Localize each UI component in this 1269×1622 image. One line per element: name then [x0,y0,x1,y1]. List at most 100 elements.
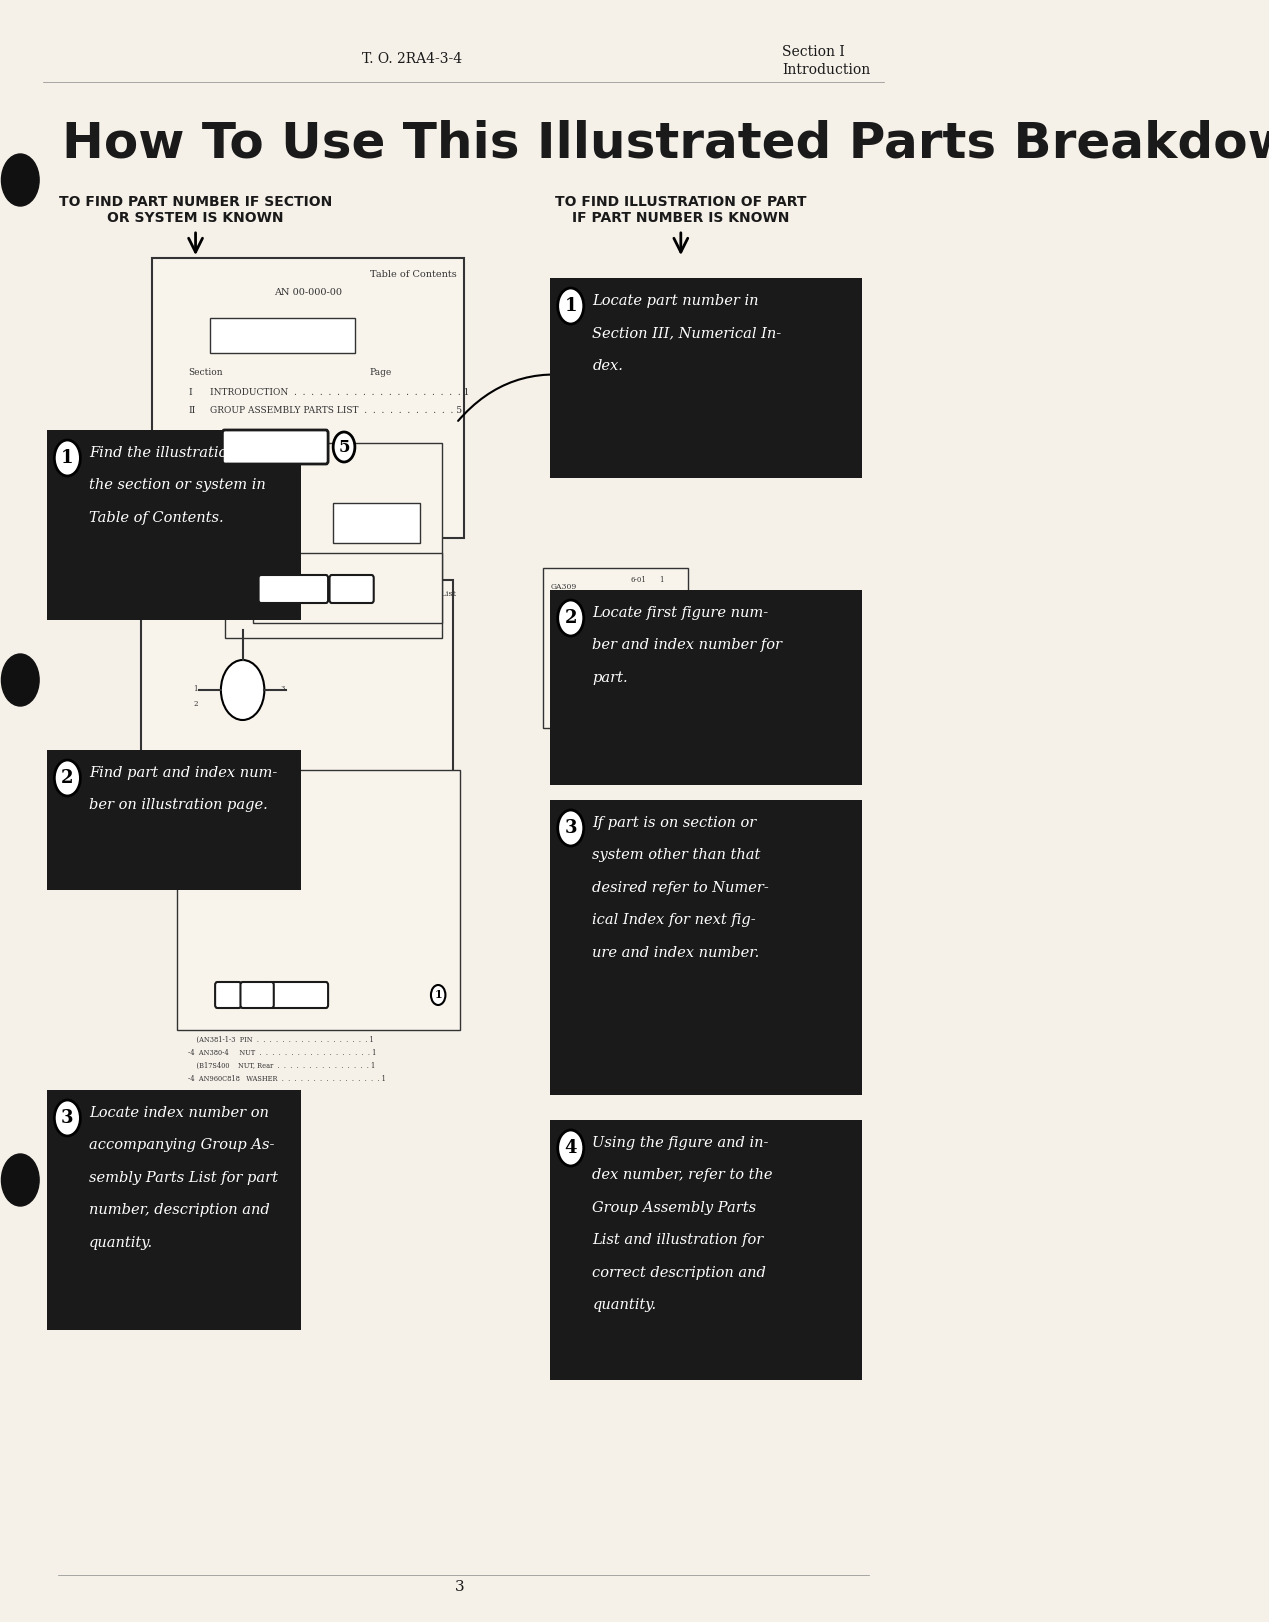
FancyBboxPatch shape [551,590,862,785]
Text: 1: 1 [659,590,664,599]
Text: GA311: GA311 [551,602,576,608]
Circle shape [55,761,80,796]
Circle shape [1,1153,39,1207]
Circle shape [557,1131,584,1166]
Text: -1  8408504    PUMP AND GEAR ASSEMBLY, Lubric.: -1 8408504 PUMP AND GEAR ASSEMBLY, Lubri… [188,892,367,900]
Text: INDEX: INDEX [340,561,362,566]
Text: -5: -5 [222,989,235,1001]
FancyBboxPatch shape [216,981,241,1007]
Text: 1: 1 [659,702,664,710]
Text: 4: 4 [565,1139,577,1156]
Text: 1: 1 [565,297,577,315]
FancyBboxPatch shape [330,576,374,603]
Text: TO FIND ILLUSTRATION OF PART
IF PART NUMBER IS KNOWN: TO FIND ILLUSTRATION OF PART IF PART NUM… [555,195,807,225]
Text: GA310: GA310 [551,620,576,628]
Text: 6-40: 6-40 [631,688,646,696]
Circle shape [55,440,80,475]
FancyBboxPatch shape [222,430,329,464]
Text: TO FIND PART NUMBER IF SECTION
OR SYSTEM IS KNOWN: TO FIND PART NUMBER IF SECTION OR SYSTEM… [58,195,332,225]
FancyBboxPatch shape [47,430,301,620]
Text: NUMERICAL INDEX: NUMERICAL INDEX [235,548,316,556]
FancyBboxPatch shape [152,258,463,539]
Text: 6-02: 6-02 [631,590,646,599]
Text: AN 00-000-00: AN 00-000-00 [348,483,402,491]
Text: TABLE OF CONTENTS: TABLE OF CONTENTS [221,329,344,341]
Text: Rotor, Ma: Rotor, Ma [235,509,273,517]
Text: Locate index number on

accompanying Group As-

sembly Parts List for part

numb: Locate index number on accompanying Grou… [89,1106,278,1249]
Text: 2: 2 [193,701,198,707]
Text: Page: Page [369,368,392,376]
Text: Numerical Index: Numerical Index [289,483,354,491]
Text: Compressor: Compressor [235,456,282,462]
Text: II: II [188,406,195,415]
FancyBboxPatch shape [254,553,442,623]
Text: 1: 1 [659,618,664,626]
Text: Pump Cas.: Pump Cas. [235,470,277,478]
Text: Introduction: Introduction [782,63,871,76]
Text: -4  AN380-4     NUT  .  .  .  .  .  .  .  .  .  .  .  .  .  .  .  .  .  . 1: -4 AN380-4 NUT . . . . . . . . . . . . .… [188,1049,377,1058]
Text: (ATTACHING PARTS): (ATTACHING PARTS) [188,920,294,928]
Text: 6-41: 6-41 [631,702,646,710]
Text: Pump and: Pump and [235,483,274,491]
Text: If part is on section or

system other than that

desired refer to Numer-

ical : If part is on section or system other th… [593,816,769,960]
Text: -T  AN830C1-3   PIN  .  .  .  .  .  .  .  .  .  .  .  .  .  .  .  .  .  . 1: -T AN830C1-3 PIN . . . . . . . . . . . .… [188,1023,378,1032]
FancyBboxPatch shape [47,1090,301,1330]
Text: 1: 1 [659,688,664,696]
Text: FIGURE AND
INDEX
NO.: FIGURE AND INDEX NO. [188,817,236,839]
Text: NOMEN.: NOMEN. [377,561,405,566]
Text: (ATTACHING PARTS): (ATTACHING PARTS) [188,1011,294,1019]
Text: GROUP ASSEMBLY PARTS LIST  .  .  .  .  .  .  .  .  .  .  . 5: GROUP ASSEMBLY PARTS LIST . . . . . . . … [211,406,462,415]
Text: PUMP AND BEARING CASING ASSEMBL.: PUMP AND BEARING CASING ASSEMBL. [188,850,331,858]
Text: -8  AN78-21    BOLT (Used with 1807 pump): -8 AN78-21 BOLT (Used with 1807 pump) [188,947,338,955]
Text: 2: 2 [565,608,577,628]
Text: 8404140    CASING ASSEMBLY, Pump and bearing (F: 8404140 CASING ASSEMBLY, Pump and bearin… [188,878,378,886]
Text: P/N: P/N [406,561,418,566]
Text: FIGURE: FIGURE [305,561,330,566]
Text: AN312-1: AN312-1 [260,603,292,611]
Text: Table of Contents: Table of Contents [369,269,457,279]
Circle shape [55,1100,80,1135]
Text: -4  AN960C818   WASHER  .  .  .  .  .  .  .  .  .  .  .  .  .  .  .  . 1: -4 AN960C818 WASHER . . . . . . . . . . … [188,1075,386,1083]
Text: 1: 1 [193,684,198,693]
Text: 3: 3 [280,684,284,693]
FancyBboxPatch shape [551,800,862,1095]
FancyBboxPatch shape [47,749,301,890]
Text: AN 00-000-00: AN 00-000-00 [274,289,341,297]
Text: DESCRIPTION: DESCRIPTION [293,817,346,824]
Text: Section I: Section I [782,45,845,58]
Text: GEAR,: GEAR, [278,989,319,1001]
Text: FLAIR CODE: FLAIR CODE [268,561,310,566]
Text: 6-14: 6-14 [631,618,646,626]
Circle shape [557,809,584,847]
Text: 5596166: 5596166 [263,582,324,595]
FancyBboxPatch shape [178,770,459,1030]
FancyBboxPatch shape [543,568,688,728]
Text: 6-01: 6-01 [631,576,646,584]
Circle shape [1,654,39,706]
Text: 6-13: 6-13 [631,603,646,611]
Text: Cooling Co: Cooling Co [235,535,277,543]
Text: (AN381-1-3  PIN  .  .  .  .  .  .  .  .  .  .  .  .  .  .  .  .  .  . 1: (AN381-1-3 PIN . . . . . . . . . . . . .… [188,1036,374,1045]
FancyBboxPatch shape [551,277,862,478]
Text: 2: 2 [61,769,74,787]
Text: (AN960ALL  WASHER: (AN960ALL WASHER [188,976,272,985]
Circle shape [221,660,264,720]
Text: -4  AN901-111  WASHER: -4 AN901-111 WASHER [188,962,273,970]
Text: 1: 1 [434,989,442,1001]
FancyBboxPatch shape [259,576,329,603]
Text: Figure 1. Pump: Figure 1. Pump [204,780,280,788]
Text: SECTION III: SECTION III [353,513,401,522]
Text: Using the figure and in-

dex number, refer to the

Group Assembly Parts

List a: Using the figure and in- dex number, ref… [593,1135,773,1312]
Text: Find part and index num-

ber on illustration page.: Find part and index num- ber on illustra… [89,766,278,813]
Text: -8  AN78-11    BOLT (Used with 8CRB1723 pump): -8 AN78-11 BOLT (Used with 8CRB1723 pump… [188,934,357,942]
FancyBboxPatch shape [269,981,329,1007]
Text: 6-28: 6-28 [631,675,646,681]
Text: NUMERICAL INDEX: NUMERICAL INDEX [336,526,416,534]
Text: 5: 5 [339,438,350,456]
Text: PART
   NO.: PART NO. [242,817,265,830]
Text: Locate part number in

Section III, Numerical In-

dex.: Locate part number in Section III, Numer… [593,294,782,373]
FancyBboxPatch shape [551,1121,862,1380]
Text: (B17S400    NUT, Rear  .  .  .  .  .  .  .  .  .  .  .  .  .  .  . 1: (B17S400 NUT, Rear . . . . . . . . . . .… [188,1062,376,1071]
Text: 5596166: 5596166 [237,991,278,999]
Text: Section: Section [188,368,223,376]
